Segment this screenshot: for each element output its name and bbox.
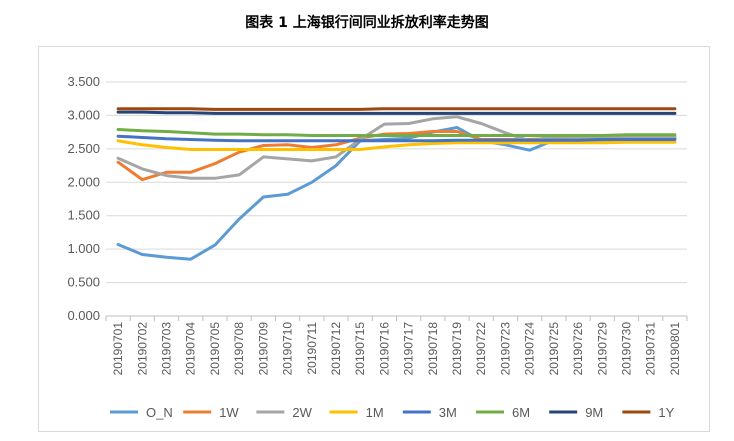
- series-line-1m: [116, 139, 677, 151]
- series-line-6m: [116, 128, 677, 137]
- x-tick-label: 20190719: [450, 322, 464, 376]
- legend-label-6m: 6M: [512, 405, 530, 420]
- y-tick-label: 0.000: [67, 308, 100, 323]
- chart-title: 图表 1 上海银行间同业拆放利率走势图: [245, 15, 489, 31]
- x-tick-label: 20190712: [329, 322, 343, 376]
- x-tick-label: 20190710: [281, 322, 295, 376]
- x-tick-label: 20190715: [353, 322, 367, 376]
- chart-frame: [38, 46, 710, 432]
- x-tick-label: 20190726: [571, 322, 585, 376]
- x-tick-label: 20190722: [474, 322, 488, 376]
- y-tick-label: 1.000: [67, 241, 100, 256]
- y-tick-label: 3.500: [67, 74, 100, 89]
- x-tick-label: 20190702: [135, 322, 149, 376]
- x-tick-label: 20190731: [644, 322, 658, 376]
- x-tick-label: 20190729: [595, 322, 609, 376]
- legend-label-1w: 1W: [219, 405, 239, 420]
- x-tick-label: 20190718: [426, 322, 440, 376]
- x-tick-label: 20190717: [402, 322, 416, 376]
- y-tick-label: 0.500: [67, 275, 100, 290]
- x-tick-label: 20190703: [160, 322, 174, 376]
- x-tick-label: 20190701: [111, 322, 125, 376]
- legend-label-2w: 2W: [292, 405, 312, 420]
- x-tick-label: 20190705: [208, 322, 222, 376]
- legend-label-3m: 3M: [439, 405, 457, 420]
- x-tick-label: 20190709: [256, 322, 270, 376]
- x-tick-label: 20190704: [184, 322, 198, 376]
- legend-label-9m: 9M: [585, 405, 603, 420]
- y-tick-label: 3.000: [67, 107, 100, 122]
- series-line-3m: [116, 134, 677, 143]
- y-tick-label: 1.500: [67, 208, 100, 223]
- x-tick-label: 20190711: [305, 322, 319, 375]
- series-line-9m: [116, 110, 677, 115]
- x-tick-label: 20190730: [619, 322, 633, 376]
- series-line-1y: [116, 107, 677, 111]
- y-tick-label: 2.500: [67, 141, 100, 156]
- y-tick-label: 2.000: [67, 174, 100, 189]
- x-tick-label: 20190724: [523, 322, 537, 376]
- legend-label-o-n: O_N: [146, 405, 173, 420]
- legend-label-1m: 1M: [366, 405, 384, 420]
- x-tick-label: 20190708: [232, 322, 246, 376]
- x-tick-label: 20190725: [547, 322, 561, 376]
- x-tick-label: 20190716: [377, 322, 391, 376]
- legend-label-1y: 1Y: [658, 405, 674, 420]
- series-line-2w: [116, 115, 677, 180]
- x-tick-label: 20190801: [668, 322, 682, 376]
- x-tick-label: 20190723: [498, 322, 512, 376]
